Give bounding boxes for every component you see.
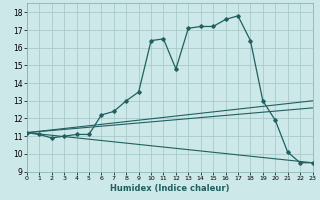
X-axis label: Humidex (Indice chaleur): Humidex (Indice chaleur) xyxy=(110,184,229,193)
